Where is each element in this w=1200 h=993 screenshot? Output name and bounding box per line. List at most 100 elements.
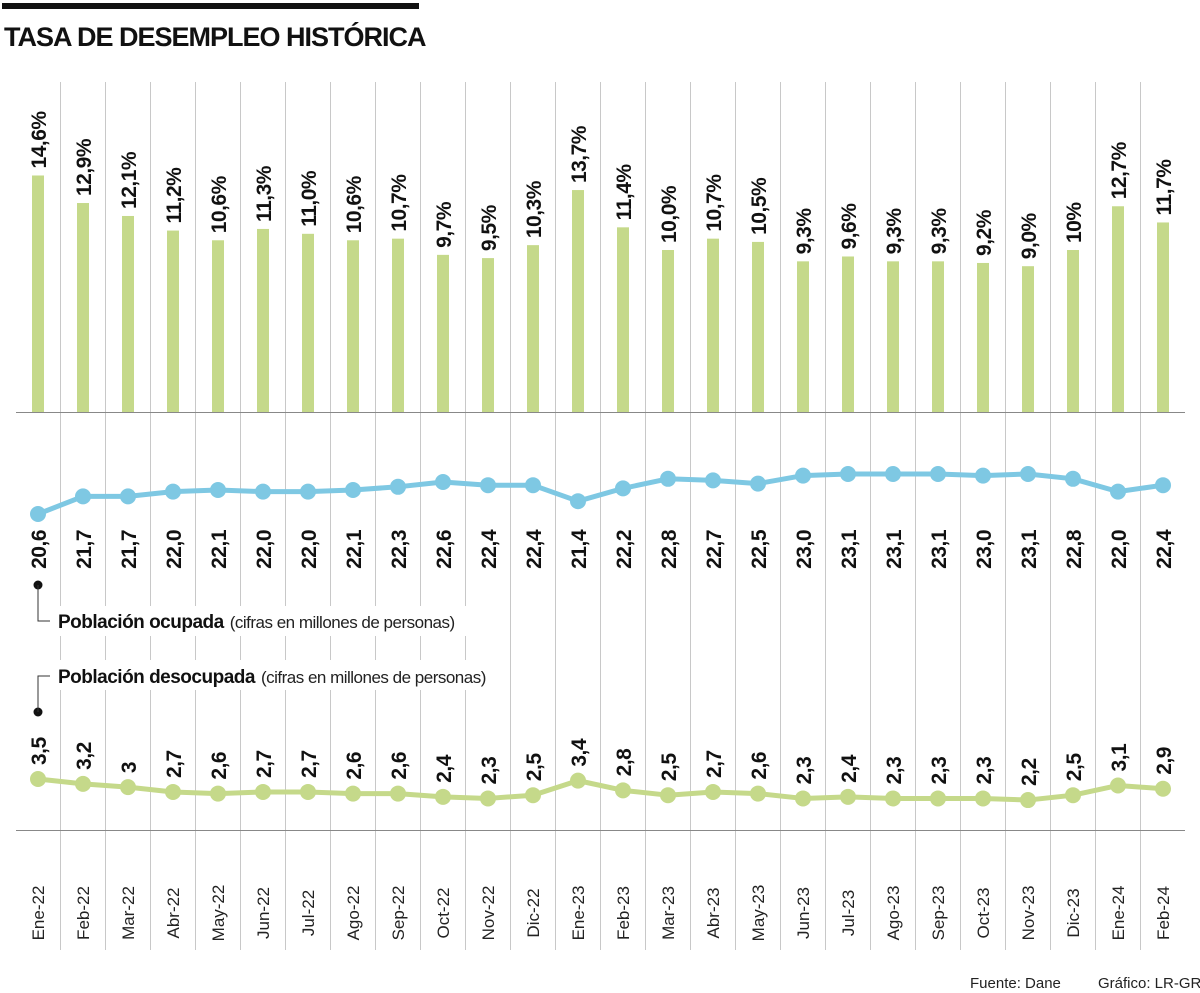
month-label: Jun-22: [254, 887, 273, 939]
bar-label: 12,9%: [73, 138, 96, 196]
bar: [1067, 250, 1079, 412]
month-label: Ene-23: [569, 886, 588, 941]
desocupada-label: 2,3: [883, 757, 906, 785]
ocupada-point: [120, 488, 136, 505]
bar: [1112, 206, 1124, 412]
desocupada-point: [165, 783, 181, 800]
ocupada-label: 23,0: [973, 530, 996, 569]
bar-label: 11,2%: [163, 167, 186, 224]
title-rule: [2, 3, 419, 9]
month-label: Ago-22: [344, 886, 363, 941]
desocupada-point: [435, 788, 451, 805]
desocupada-label: 2,5: [523, 753, 546, 782]
desocupada-point: [525, 787, 541, 804]
ocupada-point: [885, 466, 901, 482]
month-label: Nov-22: [479, 886, 498, 941]
desocupada-label: 3: [118, 762, 141, 773]
desocupada-label: 2,5: [1063, 753, 1086, 782]
bar-label: 13,7%: [568, 125, 591, 183]
legend-desocupada-label: Población desocupada: [58, 667, 256, 688]
ocupada-label: 22,8: [1063, 529, 1086, 569]
ocupada-point: [1020, 466, 1036, 482]
month-label: Ene-24: [1109, 886, 1128, 941]
month-label: Nov-23: [1019, 886, 1038, 941]
ocupada-label: 22,0: [298, 530, 321, 569]
desocupada-label: 2,3: [793, 757, 816, 785]
desocupada-label: 3,5: [28, 736, 51, 765]
desocupada-label: 2,6: [208, 752, 231, 780]
source-text: Fuente: Dane: [970, 975, 1061, 992]
desocupada-point: [255, 783, 271, 800]
bar-label: 10,7%: [388, 174, 411, 232]
ocupada-point: [255, 483, 271, 500]
desocupada-point: [30, 771, 46, 787]
month-label: May-22: [209, 885, 228, 942]
bar: [302, 233, 314, 412]
ocupada-label: 22,1: [343, 529, 366, 569]
desocupada-point: [480, 790, 496, 807]
bar-label: 11,0%: [298, 170, 321, 227]
ocupada-point: [975, 467, 991, 484]
credit-text: Gráfico: LR-GR: [1098, 975, 1200, 992]
desocupada-point: [615, 782, 631, 799]
bar-label: 9,0%: [1018, 213, 1041, 260]
bar-label: 10,0%: [658, 185, 681, 243]
month-label: Ene-22: [29, 886, 48, 941]
ocupada-label: 21,4: [568, 529, 591, 569]
desocupada-point: [75, 775, 91, 792]
bar: [932, 261, 944, 412]
bar: [482, 258, 494, 412]
bar: [122, 215, 134, 412]
bars: 14,6% 12,9% 12,1% 11,2% 10,6% 11,3% 11,0% 10,6%…: [28, 111, 1176, 412]
ocupada-point: [345, 482, 361, 498]
desocupada-label: 2,3: [973, 757, 996, 785]
bar: [527, 245, 539, 412]
svg-text:Población desocupada(cifras en: Población desocupada (cifras en millones …: [58, 667, 486, 688]
desocupada-point: [210, 785, 226, 802]
ocupada-point: [1065, 470, 1081, 487]
month-label: Abr-22: [164, 887, 183, 938]
ocupada-series: 20,6 21,7 21,7 22,0 22,1 22,0 22,0 22,1 22,3 22,6…: [28, 466, 1176, 569]
ocupada-label: 23,1: [1018, 529, 1041, 569]
ocupada-point: [615, 480, 631, 497]
month-label: Dic-23: [1064, 888, 1083, 937]
ocupada-point: [210, 482, 226, 498]
desocupada-label: 2,7: [163, 750, 186, 778]
desocupada-label: 2,9: [1153, 747, 1176, 775]
month-label: Jul-23: [839, 890, 858, 936]
bar-label: 9,7%: [433, 201, 456, 248]
ocupada-point: [300, 483, 316, 500]
desocupada-label: 3,4: [568, 738, 591, 767]
month-label: Abr-23: [704, 887, 723, 938]
month-label: Mar-22: [119, 886, 138, 940]
ocupada-label: 23,1: [838, 529, 861, 569]
bar: [32, 175, 44, 412]
desocupada-label: 2,3: [478, 757, 501, 785]
desocupada-point: [390, 785, 406, 802]
desocupada-label: 2,7: [703, 750, 726, 778]
ocupada-label: 21,7: [118, 530, 141, 569]
ocupada-point: [165, 483, 181, 500]
ocupada-point: [525, 477, 541, 494]
desocupada-point: [750, 785, 766, 802]
desocupada-point: [885, 790, 901, 807]
bar: [797, 261, 809, 412]
ocupada-label: 22,3: [388, 530, 411, 569]
desocupada-point: [120, 779, 136, 796]
ocupada-segment: [37, 494, 84, 517]
desocupada-point: [930, 790, 946, 807]
ocupada-label: 23,1: [883, 529, 906, 569]
ocupada-label: 22,1: [208, 529, 231, 569]
desocupada-label: 2,4: [433, 754, 456, 783]
month-label: Oct-22: [434, 887, 453, 938]
ocupada-label: 22,2: [613, 530, 636, 569]
bar-label: 10,7%: [703, 174, 726, 232]
month-label: Jul-22: [299, 890, 318, 936]
ocupada-label: 22,0: [1108, 530, 1131, 569]
bar-label: 9,3%: [793, 208, 816, 255]
bar-label: 9,6%: [838, 203, 861, 250]
bar-label: 9,3%: [928, 208, 951, 255]
bar-label: 9,5%: [478, 204, 501, 251]
bar-label: 10,6%: [208, 175, 231, 233]
bar: [842, 256, 854, 412]
